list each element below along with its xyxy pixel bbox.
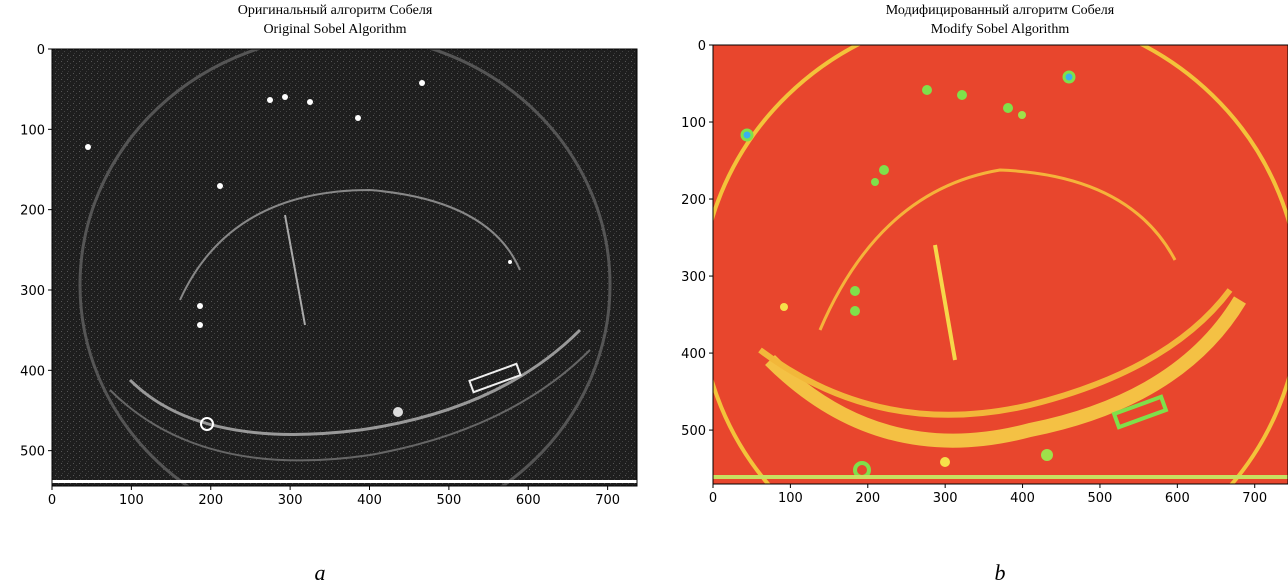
x-tick-label: 300 [278,493,303,508]
x-tick-label: 0 [48,493,56,508]
x-tick-label: 700 [1242,491,1267,506]
y-tick-label: 500 [20,445,45,460]
y-tick-label: 500 [681,424,706,439]
x-tick-label: 100 [778,491,803,506]
panel-title: Модифицированный алгоритм Собеля [886,3,1115,18]
x-tick-label: 600 [516,493,541,508]
y-tick-label: 200 [20,204,45,219]
y-tick-label: 200 [681,193,706,208]
panel-title: Оригинальный алгоритм Собеля [238,3,433,18]
x-tick-label: 200 [198,493,223,508]
x-tick-label: 400 [1010,491,1035,506]
y-tick-label: 400 [20,364,45,379]
x-tick-label: 600 [1165,491,1190,506]
image-original [52,35,637,535]
y-tick-label: 300 [20,284,45,299]
y-tick-label: 100 [681,116,706,131]
y-tick-label: 400 [681,347,706,362]
x-tick-label: 200 [855,491,880,506]
caption: a [315,560,326,585]
y-tick-label: 100 [20,123,45,138]
panel-title: Original Sobel Algorithm [263,22,406,37]
x-tick-label: 400 [357,493,382,508]
x-tick-label: 100 [119,493,144,508]
figure: a b Оригинальный алгоритм Собеля Original… [0,0,1288,588]
x-tick-label: 700 [595,493,620,508]
y-tick-label: 0 [37,43,45,58]
panel-title: Modify Sobel Algorithm [931,22,1070,37]
x-tick-label: 300 [933,491,958,506]
y-tick-label: 0 [698,39,706,54]
y-tick-label: 300 [681,270,706,285]
caption: b [995,560,1006,585]
x-tick-label: 500 [1088,491,1113,506]
x-tick-label: 500 [436,493,461,508]
x-tick-label: 0 [709,491,717,506]
